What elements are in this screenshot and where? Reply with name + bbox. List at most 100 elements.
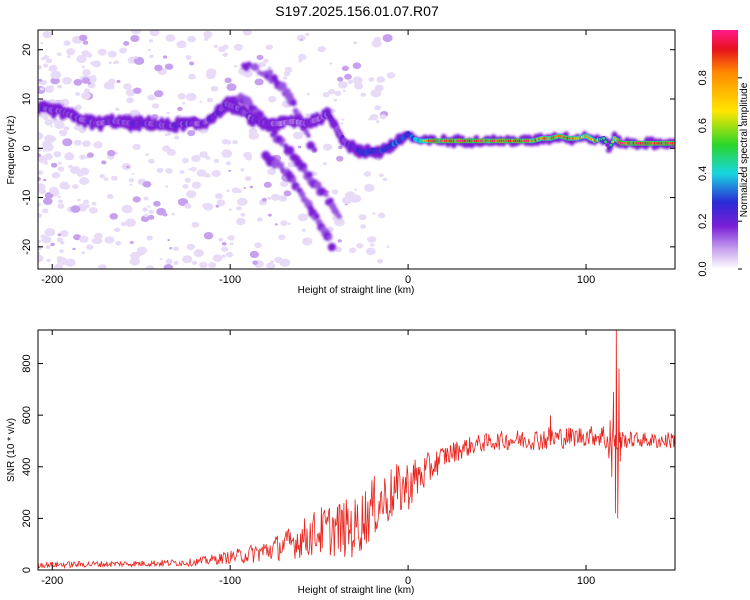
noise-blob [267, 66, 272, 70]
snr-line [38, 330, 675, 569]
noise-blob [42, 150, 46, 153]
noise-blob [297, 213, 308, 222]
noise-blob [67, 55, 71, 58]
ridge-blob [336, 213, 342, 219]
noise-blob [292, 131, 304, 140]
x-tick-label: -200 [41, 575, 63, 587]
noise-blob [115, 107, 120, 112]
noise-blob [111, 86, 115, 90]
noise-blob [86, 244, 94, 250]
noise-blob [42, 236, 52, 244]
noise-blob [187, 130, 196, 137]
noise-blob [184, 203, 192, 209]
noise-blob [265, 44, 273, 50]
noise-blob [221, 242, 227, 246]
y-tick-label: -20 [21, 239, 33, 255]
noise-blob [62, 138, 73, 147]
noise-blob [59, 249, 64, 254]
spectrogram-plot-area [38, 30, 675, 269]
noise-blob [268, 213, 272, 217]
noise-blob [143, 196, 149, 201]
noise-blob [142, 207, 148, 212]
noise-blob [42, 208, 49, 214]
noise-blob [358, 214, 367, 221]
noise-blob [215, 193, 223, 200]
noise-blob [148, 209, 154, 214]
noise-blob [107, 149, 116, 157]
noise-blob [173, 246, 179, 252]
ridge-blob [243, 65, 250, 72]
y-tick-label: 800 [21, 354, 33, 372]
noise-blob [108, 61, 112, 64]
noise-blob [234, 64, 238, 68]
noise-blob [156, 167, 164, 173]
noise-blob [123, 83, 132, 90]
ridge-blob [327, 242, 337, 252]
colorbar-tick-label: 0.6 [697, 118, 709, 133]
colorbar-tick-label: 0.4 [697, 166, 709, 181]
x-tick-label: -100 [219, 274, 241, 286]
noise-blob [205, 71, 216, 80]
ridge-blob [302, 168, 308, 174]
noise-blob [243, 70, 253, 78]
noise-blob [63, 126, 70, 131]
noise-blob [191, 260, 198, 265]
noise-blob [104, 236, 115, 244]
ridge-peak-blob [611, 140, 615, 144]
noise-blob [65, 258, 76, 267]
noise-blob [210, 85, 219, 92]
noise-blob [256, 217, 263, 222]
noise-blob [91, 201, 97, 206]
noise-blob [213, 158, 220, 163]
noise-blob [165, 34, 176, 42]
spectrogram-frame [37, 29, 676, 270]
noise-blob [344, 73, 352, 80]
noise-blob [50, 77, 60, 85]
noise-blob [66, 152, 72, 156]
noise-blob [182, 184, 189, 189]
noise-blob [50, 242, 55, 247]
noise-blob [163, 264, 174, 269]
noise-blob [188, 168, 192, 171]
noise-blob [57, 161, 62, 165]
noise-blob [114, 227, 121, 233]
noise-blob [265, 262, 276, 269]
noise-blob [173, 260, 179, 265]
noise-blob [223, 52, 228, 57]
noise-blob [52, 118, 59, 124]
ridge-blob [314, 213, 320, 219]
noise-blob [114, 60, 119, 64]
noise-blob [81, 251, 85, 255]
noise-blob [72, 184, 79, 190]
noise-blob [372, 212, 376, 215]
noise-blob [93, 141, 103, 149]
ridge-blob [298, 191, 306, 198]
noise-blob [340, 122, 344, 125]
noise-blob [145, 265, 155, 269]
noise-blob [153, 200, 161, 207]
noise-blob [38, 254, 44, 263]
noise-blob [263, 58, 269, 64]
noise-blob [125, 218, 136, 227]
noise-blob [109, 213, 118, 220]
noise-blob [221, 149, 233, 158]
noise-blob [221, 254, 226, 258]
noise-blob [305, 113, 310, 117]
noise-blob [159, 258, 163, 261]
noise-blob [213, 44, 218, 49]
noise-blob [186, 190, 197, 199]
noise-blob [182, 42, 186, 45]
noise-blob [322, 92, 330, 98]
noise-blob [130, 35, 140, 42]
ridge-blob [290, 99, 297, 107]
noise-blob [38, 65, 42, 70]
noise-blob [368, 118, 372, 121]
noise-blob [91, 74, 96, 78]
noise-blob [218, 237, 224, 242]
noise-blob [38, 132, 44, 140]
noise-blob [151, 103, 160, 109]
ridge-blob [305, 171, 313, 179]
noise-blob [283, 190, 292, 197]
noise-blob [337, 76, 344, 82]
